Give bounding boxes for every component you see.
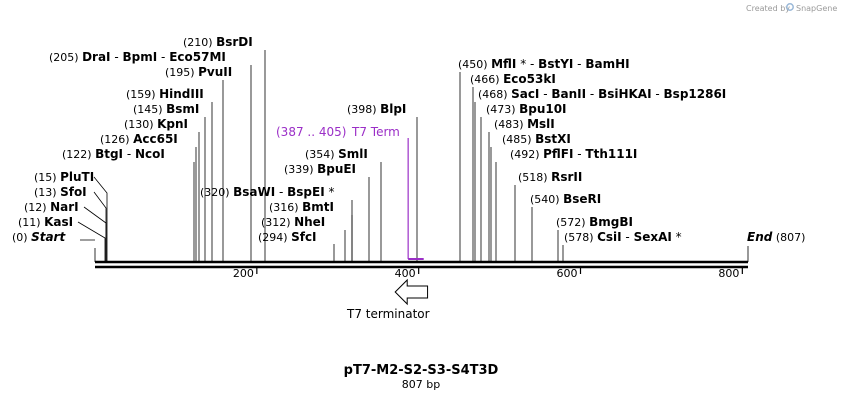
site-label-nari[interactable]: (12) NarI (24, 200, 79, 214)
site-label-sfci[interactable]: (294) SfcI (258, 230, 317, 244)
site-label-bseri[interactable]: (540) BseRI (530, 192, 601, 206)
credit-brand: SnapGene (796, 4, 837, 13)
sequence-backbone (95, 260, 748, 269)
site-label-saci[interactable]: (468) SacI - BanII - BsiHKAI - Bsp1286I (478, 87, 726, 101)
site-leader-line-pluti (93, 176, 108, 262)
site-label-hindiii[interactable]: (159) HindIII (126, 87, 204, 101)
site-label-bpu10i[interactable]: (473) Bpu10I (486, 102, 567, 116)
site-label-mfli[interactable]: (450) MflI * - BstYI - BamHI (458, 57, 630, 71)
site-label-msli[interactable]: (483) MslI (494, 117, 555, 131)
site-leader-line-kasi (77, 221, 106, 262)
site-label-pflfi[interactable]: (492) PflFI - Tth111I (510, 147, 637, 161)
site-label-start[interactable]: (0) Start (12, 230, 66, 244)
site-label-pvuii[interactable]: (195) PvuII (165, 65, 232, 79)
site-label-bsmi[interactable]: (145) BsmI (133, 102, 199, 116)
site-labels: (0) Start(11) KasI(12) NarI(13) SfoI(15)… (12, 35, 805, 244)
map-length: 807 bp (402, 378, 440, 391)
t7-term-annotation: (387 .. 405) T7 Term (276, 125, 424, 260)
credit-text: Created by (746, 4, 790, 13)
site-label-eco53ki[interactable]: (466) Eco53kI (470, 72, 556, 86)
site-leader-line-sfoi (93, 191, 107, 262)
site-label-kpni[interactable]: (130) KpnI (124, 117, 188, 131)
site-label-smli[interactable]: (354) SmlI (305, 147, 368, 161)
site-label-bsawi[interactable]: (320) BsaWI - BspEI * (200, 185, 335, 199)
site-label-bpuei[interactable]: (339) BpuEI (284, 162, 356, 176)
feature-t7-terminator[interactable]: T7 terminator (346, 278, 430, 321)
site-label-bstxi[interactable]: (485) BstXI (502, 132, 571, 146)
site-label-blpi[interactable]: (398) BlpI (347, 102, 406, 116)
feature-label: T7 terminator (346, 307, 430, 321)
site-label-bmti[interactable]: (316) BmtI (269, 200, 334, 214)
t7-term-range: (387 .. 405) (276, 125, 346, 139)
map-title: pT7-M2-S2-S3-S4T3D (344, 363, 499, 378)
snapgene-logo-icon (786, 3, 794, 11)
site-leader-lines (77, 50, 749, 262)
site-label-csii[interactable]: (578) CsiI - SexAI * (564, 230, 682, 244)
site-leader-line-start (80, 239, 96, 262)
axis-ticks: 200 400 600 800 (233, 267, 743, 280)
site-label-btgi[interactable]: (122) BtgI - NcoI (62, 147, 165, 161)
site-label-rsrii[interactable]: (518) RsrII (518, 170, 582, 184)
site-label-bmgbi[interactable]: (572) BmgBI (556, 215, 633, 229)
snapgene-credit: Created by SnapGene (746, 3, 837, 13)
site-label-acc65i[interactable]: (126) Acc65I (100, 132, 178, 146)
site-label-pluti[interactable]: (15) PluTI (34, 170, 94, 184)
site-label-kasi[interactable]: (11) KasI (18, 215, 73, 229)
site-label-end[interactable]: End (807) (747, 230, 805, 244)
axis-tick-label: 200 (233, 267, 254, 280)
site-label-nhei[interactable]: (312) NheI (261, 215, 325, 229)
axis-tick-label: 800 (718, 267, 739, 280)
site-label-sfoi[interactable]: (13) SfoI (34, 185, 87, 199)
reverse-arrow-icon[interactable] (394, 278, 429, 306)
t7-term-name: T7 Term (351, 125, 400, 139)
site-label-drai[interactable]: (205) DraI - BpmI - Eco57MI (49, 50, 226, 64)
axis-tick-label: 400 (395, 267, 416, 280)
axis-tick-label: 600 (557, 267, 578, 280)
site-label-bsrdi[interactable]: (210) BsrDI (183, 35, 253, 49)
